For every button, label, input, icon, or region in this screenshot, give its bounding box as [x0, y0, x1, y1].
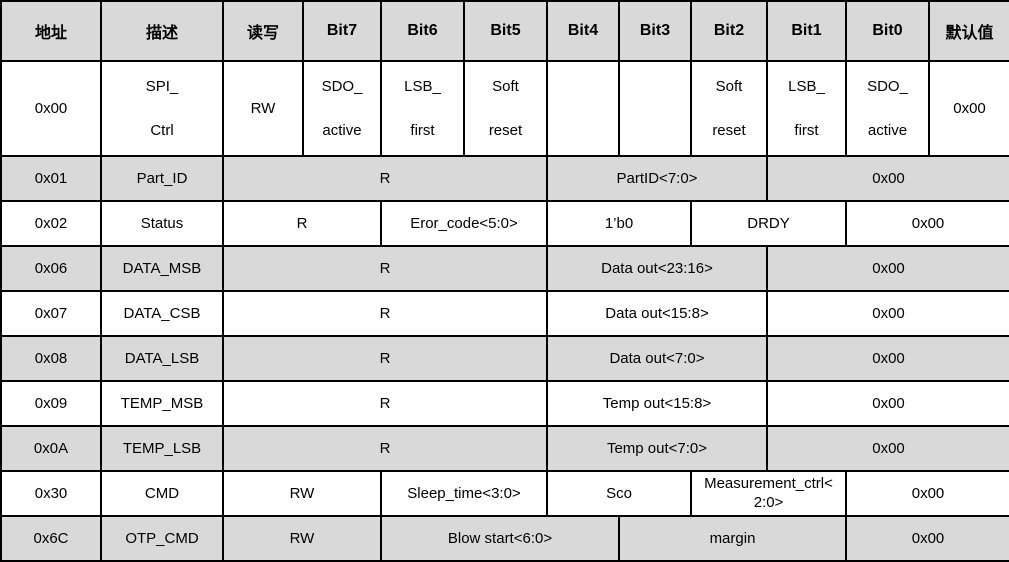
table-row-0x01: 0x01 Part_ID R PartID<7:0> 0x00 — [0, 155, 1009, 202]
description-cell: Part_ID — [100, 155, 224, 202]
col-header-bit1: Bit1 — [766, 0, 847, 62]
col-header-bit3: Bit3 — [618, 0, 692, 62]
col-header-bit2: Bit2 — [690, 0, 768, 62]
col-header-bit0: Bit0 — [845, 0, 930, 62]
bitfield-cell: Data out<15:8> — [546, 290, 768, 337]
access-cell: R — [222, 425, 548, 472]
col-header-bit5: Bit5 — [463, 0, 548, 62]
access-cell: R — [222, 380, 548, 427]
description-cell: TEMP_MSB — [100, 380, 224, 427]
col-header-readwrite: 读写 — [222, 0, 304, 62]
description-cell: Status — [100, 200, 224, 247]
bitfield-cell: LSB_ first — [380, 60, 465, 157]
bitfield-cell: Sleep_time<3:0> — [380, 470, 548, 517]
table-row-0x30: 0x30 CMD RW Sleep_time<3:0> Sco Measurem… — [0, 470, 1009, 517]
address-cell: 0x6C — [0, 515, 102, 562]
description-cell: DATA_MSB — [100, 245, 224, 292]
access-cell: R — [222, 200, 382, 247]
default-value-cell: 0x00 — [766, 335, 1009, 382]
default-value-cell: 0x00 — [845, 515, 1009, 562]
address-cell: 0x08 — [0, 335, 102, 382]
bitfield-cell: Eror_code<5:0> — [380, 200, 548, 247]
table-row-0x07: 0x07 DATA_CSB R Data out<15:8> 0x00 — [0, 290, 1009, 337]
address-cell: 0x02 — [0, 200, 102, 247]
default-value-cell: 0x00 — [928, 60, 1009, 157]
description-cell: DATA_CSB — [100, 290, 224, 337]
access-cell: R — [222, 155, 548, 202]
bitfield-cell: PartID<7:0> — [546, 155, 768, 202]
address-cell: 0x00 — [0, 60, 102, 157]
col-header-description: 描述 — [100, 0, 224, 62]
description-cell: OTP_CMD — [100, 515, 224, 562]
bitfield-cell: DRDY — [690, 200, 847, 247]
bitfield-cell: LSB_ first — [766, 60, 847, 157]
address-cell: 0x07 — [0, 290, 102, 337]
bitfield-cell: Sco — [546, 470, 692, 517]
bitfield-cell: Soft reset — [690, 60, 768, 157]
col-header-default: 默认值 — [928, 0, 1009, 62]
default-value-cell: 0x00 — [766, 380, 1009, 427]
description-cell: SPI_ Ctrl — [100, 60, 224, 157]
bitfield-cell: SDO_ active — [845, 60, 930, 157]
description-cell: CMD — [100, 470, 224, 517]
col-header-bit7: Bit7 — [302, 0, 382, 62]
default-value-cell: 0x00 — [766, 155, 1009, 202]
bitfield-cell: Data out<7:0> — [546, 335, 768, 382]
table-row-0x02: 0x02 Status R Eror_code<5:0> 1’b0 DRDY 0… — [0, 200, 1009, 247]
access-cell: RW — [222, 515, 382, 562]
access-cell: R — [222, 245, 548, 292]
bitfield-cell — [618, 60, 692, 157]
table-row-0x06: 0x06 DATA_MSB R Data out<23:16> 0x00 — [0, 245, 1009, 292]
address-cell: 0x30 — [0, 470, 102, 517]
bitfield-cell: Blow start<6:0> — [380, 515, 620, 562]
access-cell: RW — [222, 470, 382, 517]
bitfield-cell: Temp out<7:0> — [546, 425, 768, 472]
col-header-bit4: Bit4 — [546, 0, 620, 62]
default-value-cell: 0x00 — [766, 245, 1009, 292]
address-cell: 0x09 — [0, 380, 102, 427]
access-cell: RW — [222, 60, 304, 157]
address-cell: 0x0A — [0, 425, 102, 472]
default-value-cell: 0x00 — [845, 470, 1009, 517]
bitfield-cell: 1’b0 — [546, 200, 692, 247]
description-cell: TEMP_LSB — [100, 425, 224, 472]
default-value-cell: 0x00 — [845, 200, 1009, 247]
col-header-address: 地址 — [0, 0, 102, 62]
description-cell: DATA_LSB — [100, 335, 224, 382]
table-row-0x0A: 0x0A TEMP_LSB R Temp out<7:0> 0x00 — [0, 425, 1009, 472]
table-row-0x6C: 0x6C OTP_CMD RW Blow start<6:0> margin 0… — [0, 515, 1009, 562]
default-value-cell: 0x00 — [766, 425, 1009, 472]
table-row-0x09: 0x09 TEMP_MSB R Temp out<15:8> 0x00 — [0, 380, 1009, 427]
access-cell: R — [222, 290, 548, 337]
bitfield-cell: Temp out<15:8> — [546, 380, 768, 427]
bitfield-cell: Data out<23:16> — [546, 245, 768, 292]
col-header-bit6: Bit6 — [380, 0, 465, 62]
header-row: 地址 描述 读写 Bit7 Bit6 Bit5 Bit4 Bit3 Bit2 B… — [0, 0, 1009, 62]
table-row-0x08: 0x08 DATA_LSB R Data out<7:0> 0x00 — [0, 335, 1009, 382]
bitfield-cell: Soft reset — [463, 60, 548, 157]
access-cell: R — [222, 335, 548, 382]
bitfield-cell: SDO_ active — [302, 60, 382, 157]
bitfield-cell: margin — [618, 515, 847, 562]
table-row-0x00: 0x00 SPI_ Ctrl RW SDO_ active LSB_ first… — [0, 60, 1009, 157]
address-cell: 0x01 — [0, 155, 102, 202]
bitfield-cell — [546, 60, 620, 157]
bitfield-cell: Measurement_ctrl< 2:0> — [690, 470, 847, 517]
address-cell: 0x06 — [0, 245, 102, 292]
default-value-cell: 0x00 — [766, 290, 1009, 337]
